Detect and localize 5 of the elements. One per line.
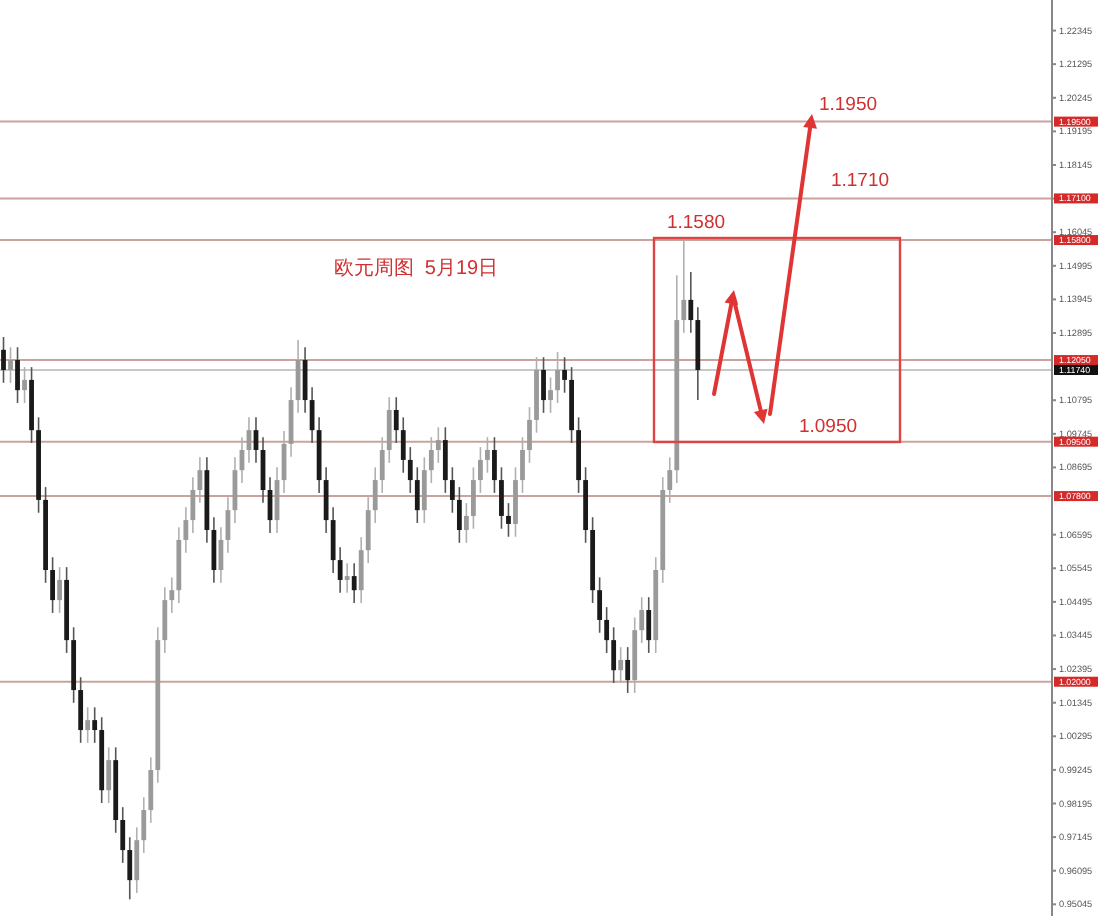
- title: 欧元周图 5月19日: [333, 258, 499, 280]
- annotation: 1.1950: [818, 93, 878, 116]
- annotation: 1.1710: [830, 170, 890, 193]
- annotation: 1.0950: [798, 415, 858, 438]
- annotation: 1.1580: [666, 212, 726, 235]
